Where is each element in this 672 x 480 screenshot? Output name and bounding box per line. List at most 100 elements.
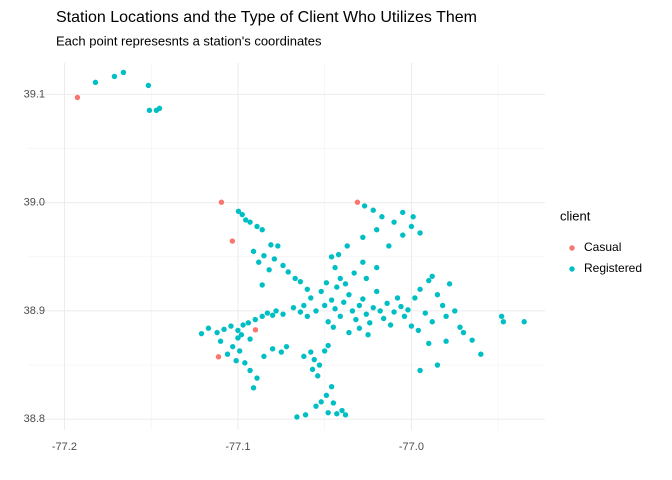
point <box>434 291 441 298</box>
point <box>321 302 328 309</box>
point <box>242 360 248 366</box>
point <box>363 275 370 282</box>
point <box>387 322 394 328</box>
point <box>297 278 304 285</box>
point <box>417 367 423 374</box>
y-tick-label: 38.8 <box>24 413 45 425</box>
point <box>330 324 337 330</box>
point <box>498 313 505 320</box>
point <box>328 254 335 260</box>
point <box>245 320 252 326</box>
point <box>230 343 236 350</box>
point <box>302 412 309 418</box>
chart-title: Station Locations and the Type of Client… <box>56 9 477 26</box>
point <box>318 288 324 295</box>
point <box>92 79 99 86</box>
point <box>254 223 260 230</box>
point <box>228 323 234 329</box>
point <box>221 326 227 333</box>
point <box>365 332 371 338</box>
point <box>370 304 376 311</box>
point <box>290 304 297 311</box>
point <box>391 219 397 225</box>
point <box>386 243 392 249</box>
point <box>360 296 366 302</box>
point <box>401 313 408 320</box>
point <box>426 340 432 347</box>
point <box>316 362 323 368</box>
point <box>252 316 258 323</box>
y-tick-label: 38.9 <box>24 305 45 317</box>
point <box>363 311 370 317</box>
point <box>334 284 340 290</box>
point <box>269 312 276 318</box>
point <box>145 82 152 89</box>
y-tick-label: 39.0 <box>24 197 45 209</box>
point <box>339 407 345 414</box>
point <box>239 211 245 218</box>
point <box>308 349 314 355</box>
point <box>215 354 222 360</box>
point <box>318 399 324 405</box>
point <box>328 383 335 390</box>
point <box>415 327 422 334</box>
point <box>439 302 446 309</box>
point <box>74 94 81 101</box>
point <box>351 270 357 276</box>
point <box>349 308 356 314</box>
point <box>400 232 406 238</box>
point <box>236 348 243 354</box>
point <box>218 199 225 205</box>
point <box>374 227 380 233</box>
point <box>361 203 368 209</box>
point <box>332 264 338 271</box>
legend-marker <box>569 245 575 251</box>
point <box>254 375 260 381</box>
point <box>247 367 253 374</box>
point <box>217 338 224 344</box>
point <box>341 299 347 305</box>
point <box>346 329 352 336</box>
point <box>353 316 359 323</box>
point <box>384 300 390 307</box>
point <box>229 238 236 244</box>
point <box>400 209 406 216</box>
point <box>294 414 300 420</box>
point <box>261 353 267 360</box>
point <box>280 262 286 269</box>
point <box>323 280 330 286</box>
point <box>308 295 314 301</box>
point <box>337 313 343 320</box>
point <box>443 338 449 344</box>
point <box>259 227 265 233</box>
point <box>235 335 241 341</box>
point <box>521 319 527 325</box>
point <box>269 346 276 352</box>
chart-subtitle: Each point represesnts a station's coord… <box>56 33 322 48</box>
point <box>321 348 328 354</box>
point <box>311 356 317 363</box>
point <box>325 342 331 349</box>
point <box>443 313 449 320</box>
point <box>111 73 118 80</box>
point <box>205 325 212 331</box>
point <box>264 310 271 316</box>
point <box>325 319 331 325</box>
point <box>457 324 463 330</box>
point <box>346 291 352 298</box>
point <box>297 309 304 315</box>
point <box>344 243 350 249</box>
x-tick-label: -77.0 <box>399 441 424 453</box>
point <box>370 207 376 213</box>
point <box>426 277 432 284</box>
point <box>235 208 242 215</box>
point <box>380 315 387 322</box>
point <box>275 243 281 249</box>
point <box>301 302 307 309</box>
point <box>304 313 311 320</box>
point <box>356 325 363 331</box>
point <box>252 327 259 333</box>
point <box>334 411 340 417</box>
point <box>325 409 331 416</box>
